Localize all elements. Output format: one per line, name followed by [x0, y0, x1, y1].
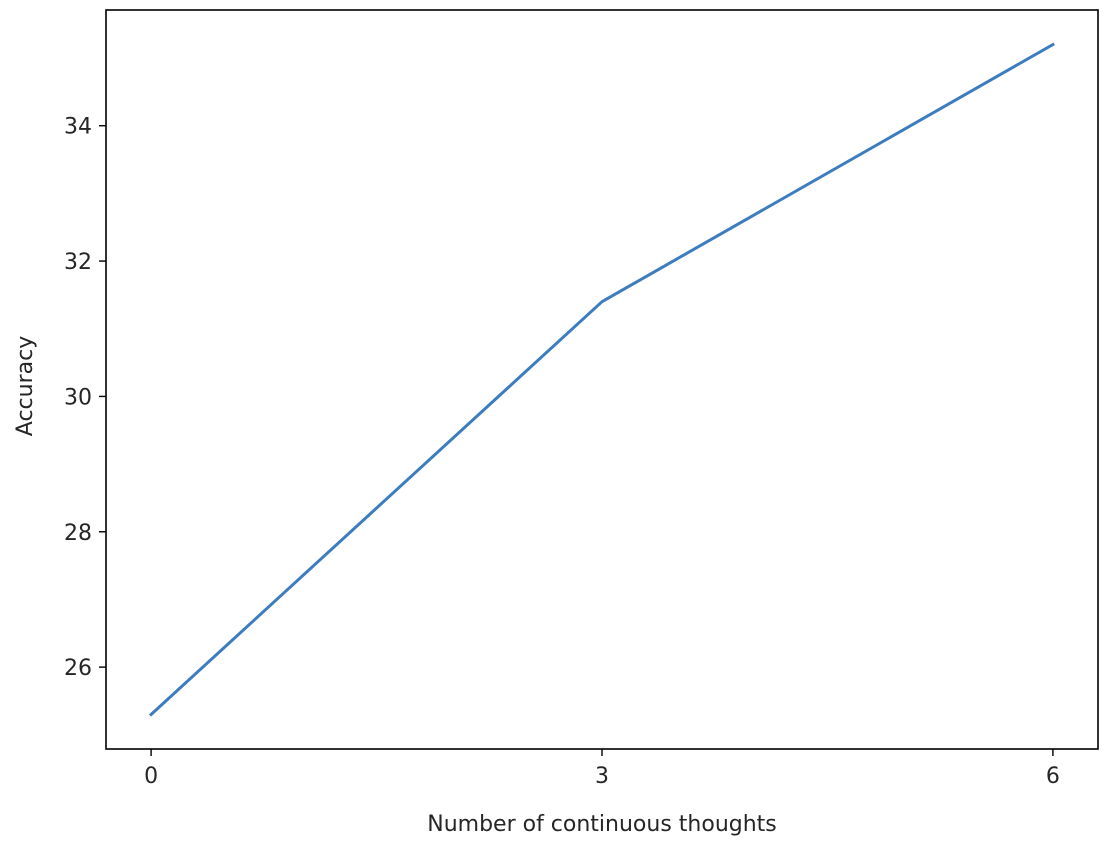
x-axis-ticks: 0 3 6 — [144, 749, 1060, 789]
y-tick-label: 34 — [64, 115, 92, 140]
x-tick-label: 6 — [1046, 764, 1060, 789]
plot-frame — [105, 9, 1099, 750]
y-axis-label: Accuracy — [13, 336, 38, 436]
series-layer — [148, 42, 1055, 717]
y-tick-label: 30 — [64, 385, 92, 410]
plot-background — [106, 10, 1098, 749]
y-tick-label: 32 — [64, 250, 92, 275]
x-tick-label: 0 — [144, 764, 158, 789]
y-axis-ticks: 26 28 30 32 34 — [64, 115, 106, 681]
y-tick-label: 28 — [64, 521, 92, 546]
y-tick-label: 26 — [64, 656, 92, 681]
x-tick-label: 3 — [595, 764, 609, 789]
series-line — [148, 42, 1055, 717]
x-axis-label: Number of continuous thoughts — [427, 812, 777, 837]
